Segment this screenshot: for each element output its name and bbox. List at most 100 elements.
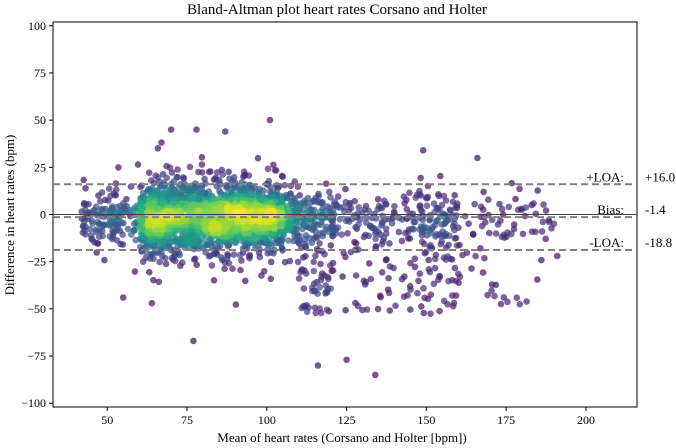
y-tick-label: 75 <box>34 66 46 80</box>
data-point <box>208 262 216 269</box>
data-point <box>441 232 448 239</box>
data-point <box>263 209 271 217</box>
data-point <box>423 202 431 210</box>
data-point <box>400 193 408 200</box>
data-point <box>162 260 170 268</box>
data-point <box>198 154 206 161</box>
data-point <box>400 293 408 301</box>
data-point <box>193 126 200 133</box>
data-point <box>222 128 229 135</box>
scatter-layer <box>78 116 561 379</box>
data-point <box>451 220 458 227</box>
data-point <box>372 227 380 235</box>
data-point <box>451 235 459 242</box>
y-tick-label: −100 <box>21 396 46 410</box>
data-point <box>484 291 491 299</box>
data-point <box>540 201 547 208</box>
annotation-value-loa: -18.8 <box>645 235 672 250</box>
y-tick-label: 50 <box>34 113 46 127</box>
data-point <box>317 260 324 268</box>
data-point <box>477 245 484 252</box>
x-tick-label: 175 <box>497 413 515 427</box>
data-point <box>382 225 390 233</box>
data-point <box>312 252 319 259</box>
data-point <box>470 231 477 238</box>
data-point <box>496 200 503 208</box>
data-point <box>163 174 171 182</box>
data-point <box>420 223 428 230</box>
data-point <box>202 209 209 216</box>
data-point <box>254 154 262 162</box>
data-point <box>211 213 218 221</box>
data-point <box>99 205 106 213</box>
data-point <box>504 298 511 306</box>
data-point <box>417 174 425 182</box>
data-point <box>136 243 144 251</box>
data-point <box>452 277 460 285</box>
data-point <box>300 285 308 292</box>
data-point <box>223 233 231 241</box>
data-point <box>377 293 385 301</box>
data-point <box>418 228 426 236</box>
data-point <box>86 226 94 233</box>
data-point <box>154 145 162 152</box>
data-point <box>542 207 550 214</box>
x-tick-label: 200 <box>577 413 595 427</box>
data-point <box>332 226 340 234</box>
data-point <box>270 223 278 230</box>
data-point <box>300 201 308 208</box>
data-point <box>481 254 488 262</box>
data-point <box>270 207 277 215</box>
data-point <box>437 240 445 248</box>
data-point <box>279 173 287 180</box>
data-point <box>278 222 286 230</box>
data-point <box>134 161 142 168</box>
chart-title: Bland-Altman plot heart rates Corsano an… <box>187 2 487 18</box>
data-point <box>322 180 330 187</box>
data-point <box>468 265 475 272</box>
data-point <box>407 286 414 293</box>
data-point <box>116 208 124 215</box>
data-point <box>398 275 406 283</box>
data-point <box>316 240 323 247</box>
data-point <box>498 205 506 213</box>
data-point <box>238 257 245 264</box>
data-point <box>480 188 487 196</box>
data-point <box>486 229 493 237</box>
data-point <box>219 171 226 178</box>
data-point <box>404 235 412 242</box>
annotation-label-loa: -LOA: <box>589 235 624 250</box>
data-point <box>431 255 439 263</box>
data-point <box>81 227 88 234</box>
data-point <box>532 228 539 236</box>
data-point <box>550 220 558 228</box>
data-point <box>406 189 413 197</box>
data-point <box>342 253 349 261</box>
data-point <box>314 362 322 369</box>
annotation-value-bias: -1.4 <box>645 202 666 217</box>
data-point <box>328 267 336 275</box>
data-point <box>382 256 390 264</box>
data-point <box>208 224 216 232</box>
data-point <box>395 228 403 236</box>
data-point <box>145 169 153 176</box>
data-point <box>451 226 458 234</box>
data-point <box>442 197 450 204</box>
data-point <box>301 236 308 243</box>
data-point <box>267 258 275 266</box>
data-point <box>342 306 349 314</box>
data-point <box>124 225 132 233</box>
data-point <box>491 292 498 300</box>
data-point <box>498 233 506 241</box>
data-point <box>99 232 106 240</box>
data-point <box>500 294 508 301</box>
data-point <box>459 251 466 259</box>
data-point <box>167 126 175 133</box>
data-point <box>442 256 450 263</box>
data-point <box>316 283 324 291</box>
data-point <box>416 191 424 198</box>
annotation-label-loa: +LOA: <box>586 169 624 184</box>
data-point <box>302 252 309 260</box>
data-point <box>119 294 127 301</box>
data-point <box>156 258 163 266</box>
